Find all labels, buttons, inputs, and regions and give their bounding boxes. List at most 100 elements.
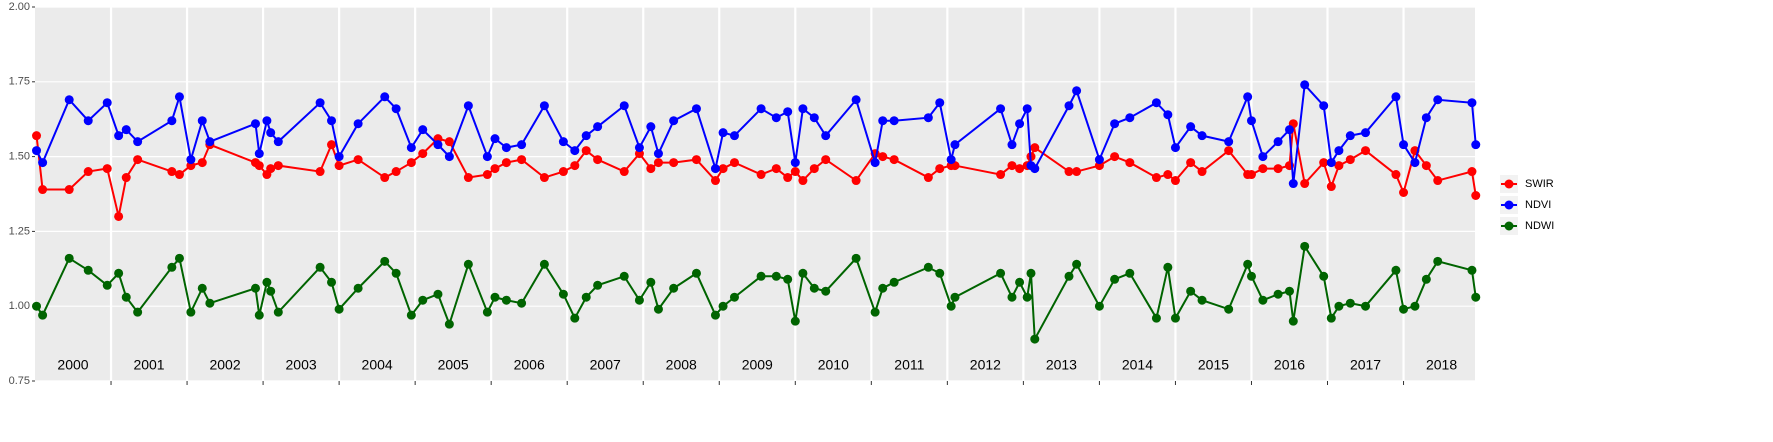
year-label: 2009	[742, 357, 773, 373]
data-point	[121, 173, 131, 183]
data-point	[1170, 143, 1180, 153]
y-tick-label: 0.75	[9, 375, 30, 387]
data-point	[1284, 125, 1294, 135]
data-point	[653, 304, 663, 314]
data-point	[1094, 155, 1104, 165]
data-point	[1273, 137, 1283, 147]
data-point	[821, 286, 831, 296]
data-point	[798, 268, 808, 278]
data-point	[327, 277, 337, 287]
data-point	[691, 268, 701, 278]
data-point	[783, 107, 793, 117]
data-point	[1391, 265, 1401, 275]
data-point	[1094, 301, 1104, 311]
data-point	[1163, 110, 1173, 120]
data-point	[254, 310, 264, 320]
legend-marker	[1504, 179, 1514, 189]
data-point	[391, 104, 401, 114]
data-point	[1258, 152, 1268, 162]
data-point	[266, 286, 276, 296]
data-point	[756, 271, 766, 281]
data-point	[1015, 277, 1025, 287]
data-point	[380, 92, 390, 102]
data-point	[1471, 292, 1481, 302]
data-point	[391, 167, 401, 177]
year-label: 2001	[133, 357, 164, 373]
data-point	[1433, 176, 1443, 186]
data-point	[83, 167, 93, 177]
data-point	[729, 158, 739, 168]
data-point	[1246, 170, 1256, 180]
data-point	[1433, 95, 1443, 105]
data-point	[1170, 176, 1180, 186]
data-point	[114, 211, 124, 221]
data-point	[790, 167, 800, 177]
data-point	[581, 146, 591, 156]
data-point	[718, 128, 728, 138]
data-point	[691, 104, 701, 114]
data-point	[406, 158, 416, 168]
data-point	[821, 131, 831, 141]
data-point	[490, 134, 500, 144]
data-point	[418, 125, 428, 135]
data-point	[482, 307, 492, 317]
data-point	[1072, 86, 1082, 96]
data-point	[1151, 313, 1161, 323]
data-point	[1399, 140, 1409, 150]
y-tick-label: 1.75	[9, 76, 30, 88]
data-point	[1030, 334, 1040, 344]
data-point	[1007, 140, 1017, 150]
year-label: 2002	[209, 357, 240, 373]
year-label: 2000	[57, 357, 88, 373]
data-point	[167, 262, 177, 272]
data-point	[501, 143, 511, 153]
data-point	[1319, 101, 1329, 111]
data-point	[729, 292, 739, 302]
data-point	[1125, 268, 1135, 278]
data-point	[1284, 286, 1294, 296]
data-point	[889, 277, 899, 287]
data-point	[870, 158, 880, 168]
data-point	[1186, 122, 1196, 132]
data-point	[38, 310, 48, 320]
data-point	[1399, 304, 1409, 314]
data-point	[1243, 92, 1253, 102]
data-point	[167, 167, 177, 177]
data-point	[1361, 128, 1371, 138]
data-point	[1197, 295, 1207, 305]
data-point	[1326, 313, 1336, 323]
data-point	[950, 140, 960, 150]
data-point	[558, 289, 568, 299]
data-point	[923, 173, 933, 183]
data-point	[186, 307, 196, 317]
data-point	[353, 119, 363, 129]
data-point	[1163, 262, 1173, 272]
data-point	[482, 152, 492, 162]
year-label: 2015	[1198, 357, 1229, 373]
data-point	[653, 158, 663, 168]
data-point	[1300, 241, 1310, 251]
data-point	[950, 292, 960, 302]
year-label: 2012	[970, 357, 1001, 373]
data-point	[790, 158, 800, 168]
data-point	[273, 307, 283, 317]
data-point	[809, 164, 819, 174]
data-point	[205, 298, 215, 308]
data-point	[581, 131, 591, 141]
data-point	[254, 161, 264, 171]
data-point	[64, 95, 74, 105]
data-point	[1410, 158, 1420, 168]
legend-label: NDVI	[1525, 199, 1551, 211]
data-point	[570, 161, 580, 171]
data-point	[1467, 265, 1477, 275]
data-point	[83, 116, 93, 126]
y-tick-label: 1.25	[9, 225, 30, 237]
data-point	[593, 280, 603, 290]
data-point	[1246, 271, 1256, 281]
data-point	[121, 125, 131, 135]
data-point	[935, 268, 945, 278]
data-point	[250, 283, 260, 293]
data-point	[809, 283, 819, 293]
data-point	[889, 155, 899, 165]
